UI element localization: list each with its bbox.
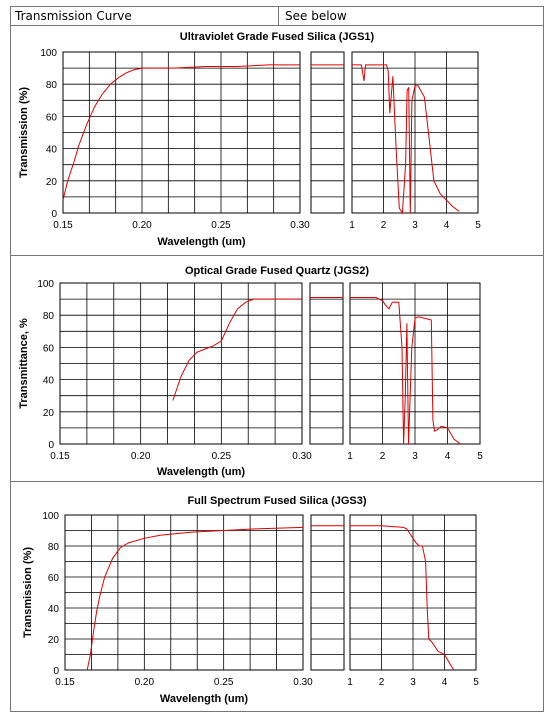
plot-section-1 (59, 282, 303, 445)
plot-section-2 (309, 282, 344, 445)
x-tick-label: 0.25 (214, 677, 234, 688)
plot-section-1 (62, 51, 301, 214)
transmission-curve (350, 525, 455, 671)
y-tick-label: 20 (43, 408, 55, 419)
x-axis-label: Wavelength (um) (157, 236, 246, 248)
chart-panel-jgs1: Ultraviolet Grade Fused Silica (JGS1) 0.1… (10, 25, 544, 256)
x-tick-label: 3 (410, 677, 416, 688)
x-tick-label: 3 (412, 451, 418, 462)
y-axis-label: Transmittance, % (18, 318, 30, 409)
x-tick-label: 0.20 (131, 451, 151, 462)
x-tick-label: 2 (380, 451, 386, 462)
y-tick-label: 80 (48, 542, 60, 553)
y-tick-label: 80 (43, 311, 55, 322)
transmission-curve (62, 64, 300, 201)
x-tick-label: 3 (412, 220, 418, 231)
x-tick-label: 1 (347, 451, 353, 462)
plot-section-1 (64, 514, 304, 671)
plot-section-3 (349, 282, 481, 445)
y-tick-label: 40 (46, 145, 58, 156)
chart-panel-jgs2: Optical Grade Fused Quartz (JGS2) 0.15 0.2… (10, 256, 544, 482)
x-tick-label: 2 (379, 677, 385, 688)
x-tick-label: 1 (349, 220, 355, 231)
chart-panel-jgs3: Full Spectrum Fused Silica (JGS3) 0.15 0.2… (10, 482, 544, 712)
x-tick-label: 4 (444, 220, 450, 231)
x-tick-label: 4 (442, 677, 448, 688)
chart-title: Optical Grade Fused Quartz (JGS2) (185, 265, 369, 277)
x-tick-label: 1 (347, 677, 353, 688)
y-tick-label: 40 (43, 376, 55, 387)
transmission-curve (352, 64, 460, 215)
spec-row: Transmission Curve See below (10, 6, 544, 26)
x-tick-label: 0.15 (53, 220, 73, 231)
x-axis-label: Wavelength (um) (160, 693, 249, 705)
y-tick-label: 100 (42, 511, 59, 522)
y-tick-label: 60 (43, 343, 55, 354)
y-tick-label: 60 (48, 573, 60, 584)
y-tick-label: 100 (37, 279, 54, 290)
y-tick-label: 0 (53, 666, 59, 677)
x-tick-label: 0.20 (132, 220, 152, 231)
x-tick-label: 5 (473, 677, 479, 688)
chart-jgs3: Full Spectrum Fused Silica (JGS3) 0.15 0.2… (22, 495, 479, 705)
y-tick-label: 20 (48, 635, 60, 646)
y-tick-label: 20 (46, 177, 58, 188)
x-tick-label: 0.15 (55, 677, 75, 688)
y-tick-label: 100 (40, 48, 57, 59)
y-axis-label: Transmission (%) (22, 547, 34, 638)
plot-section-2 (310, 51, 345, 214)
transmission-curve (350, 297, 461, 445)
x-tick-label: 5 (475, 220, 481, 231)
spec-label: Transmission Curve (11, 7, 279, 25)
x-tick-label: 0.30 (293, 677, 313, 688)
page: Transmission Curve See below Ultraviolet… (10, 6, 544, 712)
x-tick-label: 0.30 (290, 220, 310, 231)
y-tick-label: 0 (51, 209, 57, 220)
plot-section-3 (349, 514, 477, 671)
x-axis-label: Wavelength (um) (157, 466, 246, 478)
y-tick-label: 40 (48, 604, 60, 615)
plot-section-3 (351, 51, 479, 215)
y-tick-label: 0 (48, 440, 54, 451)
x-tick-label: 0.30 (292, 451, 312, 462)
transmission-curve (86, 526, 304, 671)
chart-title: Full Spectrum Fused Silica (JGS3) (187, 495, 366, 507)
chart-title: Ultraviolet Grade Fused Silica (JGS1) (180, 31, 375, 43)
y-tick-label: 60 (46, 112, 58, 123)
x-tick-label: 0.25 (212, 451, 232, 462)
x-tick-label: 0.20 (135, 677, 155, 688)
x-tick-label: 0.25 (211, 220, 231, 231)
chart-jgs2: Optical Grade Fused Quartz (JGS2) 0.15 0.2… (18, 265, 483, 478)
spec-value: See below (285, 9, 347, 23)
plot-section-2 (310, 514, 345, 671)
x-tick-label: 5 (477, 451, 483, 462)
x-tick-label: 0.15 (50, 451, 70, 462)
x-tick-label: 4 (445, 451, 451, 462)
x-tick-label: 2 (381, 220, 387, 231)
chart-jgs1: Ultraviolet Grade Fused Silica (JGS1) 0.1… (18, 31, 481, 248)
transmission-curve (172, 298, 302, 401)
y-tick-label: 80 (46, 80, 58, 91)
y-axis-label: Transmission (%) (18, 87, 30, 178)
